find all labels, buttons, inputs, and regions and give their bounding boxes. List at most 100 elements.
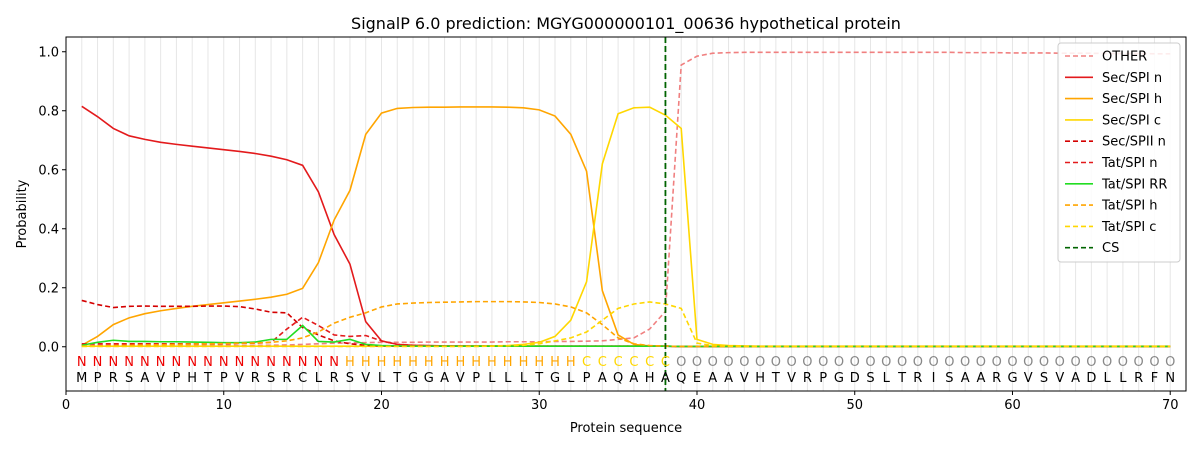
residue-letter: Q — [613, 371, 623, 386]
residue-letter: G — [424, 371, 434, 386]
region-label: H — [550, 355, 560, 370]
residue-letter: P — [173, 371, 181, 386]
region-label: O — [881, 355, 891, 370]
residue-letter: I — [932, 371, 936, 386]
y-axis-label: Probability — [15, 179, 30, 248]
x-tick-label: 10 — [215, 398, 232, 413]
legend-label: Tat/SPI h — [1101, 199, 1158, 214]
series-line — [81, 300, 1171, 348]
region-label: H — [424, 355, 434, 370]
y-tick-label: 0.2 — [38, 281, 59, 296]
residue-letter: A — [976, 371, 985, 386]
region-label: N — [140, 355, 150, 370]
residue-letter: V — [740, 371, 749, 386]
residue-letter: A — [708, 371, 717, 386]
residue-letter: G — [550, 371, 560, 386]
region-label: H — [345, 355, 355, 370]
region-label: H — [566, 355, 576, 370]
region-label: O — [928, 355, 938, 370]
residue-letter: L — [378, 371, 386, 386]
legend-label: Sec/SPII n — [1102, 135, 1166, 150]
legend-label: Sec/SPI c — [1102, 113, 1161, 128]
residue-letter: S — [267, 371, 275, 386]
region-label: H — [455, 355, 465, 370]
region-label: H — [361, 355, 371, 370]
region-label: O — [723, 355, 733, 370]
series-lines — [81, 51, 1171, 348]
residue-letter: V — [235, 371, 244, 386]
residue-letter: S — [346, 371, 354, 386]
residue-letter: A — [724, 371, 733, 386]
region-label: O — [708, 355, 718, 370]
series-line — [81, 301, 1171, 348]
region-label: N — [250, 355, 260, 370]
legend-label: Tat/SPI RR — [1101, 177, 1167, 192]
x-axis-label: Protein sequence — [570, 421, 682, 436]
region-label: O — [1134, 355, 1144, 370]
residue-letter: P — [583, 371, 591, 386]
residue-letter: S — [125, 371, 133, 386]
residue-letter: A — [1071, 371, 1080, 386]
region-label: O — [897, 355, 907, 370]
region-label: C — [629, 355, 638, 370]
plot-frame — [65, 36, 1187, 392]
region-label: N — [298, 355, 308, 370]
residue-letter: G — [408, 371, 418, 386]
x-tick-label: 60 — [1004, 398, 1021, 413]
region-label: C — [614, 355, 623, 370]
region-label: O — [1023, 355, 1033, 370]
region-label: O — [1055, 355, 1065, 370]
x-tick-label: 70 — [1162, 398, 1179, 413]
region-label: O — [992, 355, 1002, 370]
residue-letter: S — [866, 371, 874, 386]
residue-letter: T — [771, 371, 780, 386]
residue-letter: R — [803, 371, 812, 386]
residue-letter: T — [392, 371, 401, 386]
region-label: H — [408, 355, 418, 370]
region-label: O — [1086, 355, 1096, 370]
legend: OTHER Sec/SPI n Sec/SPI h Sec/SPI c Sec/SPII… — [1057, 42, 1181, 263]
y-tick-label: 0.4 — [38, 222, 59, 237]
region-label: H — [471, 355, 481, 370]
residue-letter: L — [504, 371, 512, 386]
region-label: O — [944, 355, 954, 370]
chart-title: SignalP 6.0 prediction: MGYG000000101_00… — [351, 14, 901, 34]
legend-label: Sec/SPI h — [1102, 92, 1162, 107]
residue-letter: R — [109, 371, 118, 386]
region-label: O — [818, 355, 828, 370]
region-label: N — [314, 355, 324, 370]
residue-letter: S — [1040, 371, 1048, 386]
residue-letter: P — [94, 371, 102, 386]
region-label: O — [865, 355, 875, 370]
region-label: N — [108, 355, 118, 370]
residue-letter: R — [913, 371, 922, 386]
series-line — [81, 51, 1171, 347]
y-tick-label: 0.6 — [38, 163, 59, 178]
region-label: O — [1039, 355, 1049, 370]
residue-letter: A — [440, 371, 449, 386]
legend-label: OTHER — [1102, 50, 1147, 65]
region-label: H — [519, 355, 529, 370]
residue-letter: G — [834, 371, 844, 386]
residue-letter: A — [961, 371, 970, 386]
residue-letter: L — [488, 371, 496, 386]
region-label: N — [219, 355, 229, 370]
vertical-grid — [81, 37, 1171, 391]
series-line — [81, 105, 1171, 348]
residue-letter: P — [472, 371, 480, 386]
residue-letter: A — [140, 371, 149, 386]
y-tick-label: 0.8 — [38, 104, 59, 119]
residue-letter: L — [1104, 371, 1112, 386]
residue-letter: H — [645, 371, 655, 386]
residue-letter: V — [156, 371, 165, 386]
legend-label: Tat/SPI n — [1101, 156, 1158, 171]
region-label: O — [834, 355, 844, 370]
x-tick-label: 40 — [689, 398, 706, 413]
series-line — [81, 106, 1171, 348]
residue-letter: A — [629, 371, 638, 386]
residue-letter: P — [220, 371, 228, 386]
residue-letter: D — [850, 371, 860, 386]
region-label: H — [377, 355, 387, 370]
legend-label: Tat/SPI c — [1101, 220, 1156, 235]
